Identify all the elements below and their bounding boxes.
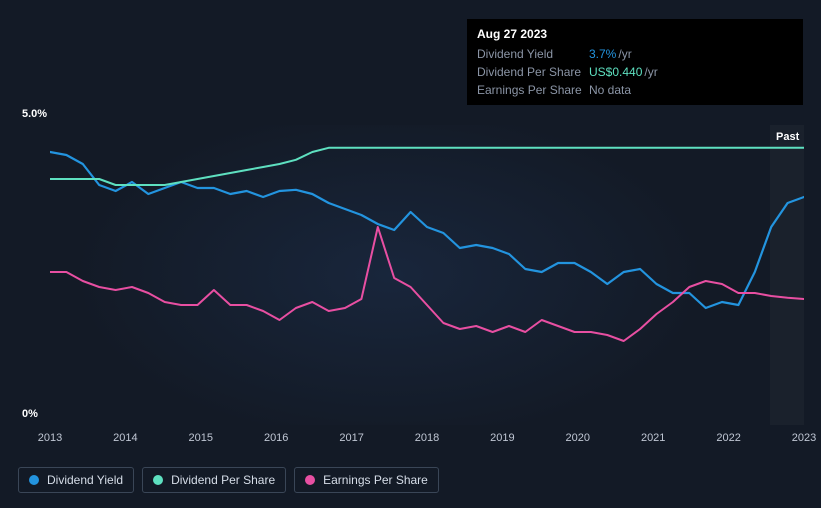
tooltip-row-value: No data [589, 83, 631, 97]
x-tick-label: 2019 [490, 432, 514, 444]
chart-tooltip: Aug 27 2023 Dividend Yield 3.7%/yr Divid… [467, 19, 803, 105]
past-region-label: Past [776, 131, 799, 143]
x-tick-label: 2015 [189, 432, 213, 444]
tooltip-row-label: Earnings Per Share [477, 83, 589, 97]
tooltip-row-label: Dividend Per Share [477, 65, 589, 79]
legend-item-earnings-per-share[interactable]: Earnings Per Share [294, 467, 439, 493]
x-tick-label: 2016 [264, 432, 288, 444]
legend-dot [305, 475, 315, 485]
tooltip-row: Earnings Per Share No data [477, 81, 793, 99]
x-tick-label: 2017 [339, 432, 363, 444]
x-tick-label: 2022 [716, 432, 740, 444]
chart-svg [50, 125, 804, 425]
x-tick-label: 2021 [641, 432, 665, 444]
tooltip-date: Aug 27 2023 [477, 25, 793, 45]
legend-dot [29, 475, 39, 485]
chart-legend: Dividend Yield Dividend Per Share Earnin… [18, 467, 439, 493]
tooltip-row: Dividend Yield 3.7%/yr [477, 45, 793, 63]
y-axis-max-label: 5.0% [22, 108, 47, 120]
x-tick-label: 2014 [113, 432, 137, 444]
legend-label: Dividend Yield [47, 473, 123, 487]
legend-label: Earnings Per Share [323, 473, 428, 487]
x-axis: 2013201420152016201720182019202020212022… [50, 432, 804, 450]
tooltip-row-value: US$0.440/yr [589, 65, 658, 79]
x-tick-label: 2023 [792, 432, 816, 444]
tooltip-row-label: Dividend Yield [477, 47, 589, 61]
x-tick-label: 2013 [38, 432, 62, 444]
y-axis-min-label: 0% [22, 408, 38, 420]
legend-label: Dividend Per Share [171, 473, 275, 487]
tooltip-row: Dividend Per Share US$0.440/yr [477, 63, 793, 81]
x-tick-label: 2020 [566, 432, 590, 444]
x-tick-label: 2018 [415, 432, 439, 444]
legend-dot [153, 475, 163, 485]
legend-item-dividend-yield[interactable]: Dividend Yield [18, 467, 134, 493]
legend-item-dividend-per-share[interactable]: Dividend Per Share [142, 467, 286, 493]
tooltip-row-value: 3.7%/yr [589, 47, 632, 61]
